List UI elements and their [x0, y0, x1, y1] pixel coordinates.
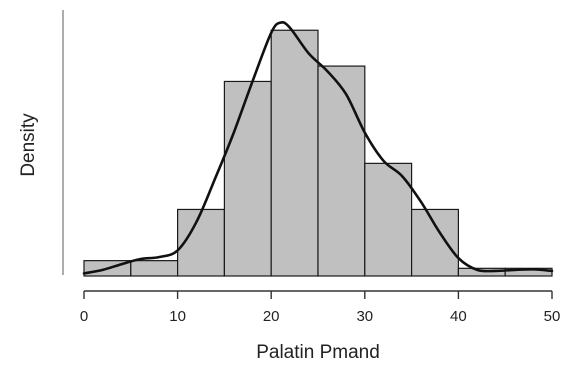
x-axis-title: Palatin Pmand: [256, 342, 380, 363]
x-tick-label: 30: [356, 308, 373, 325]
x-axis: 0 10 20 30 40 50: [80, 290, 561, 325]
histogram-bar-5-10: [130, 260, 179, 277]
x-tick-label: 50: [544, 308, 561, 325]
density-curve-layer: [82, 21, 554, 275]
x-tick-label: 0: [80, 308, 88, 325]
x-tick-label: 20: [263, 308, 280, 325]
x-tick-label: 40: [450, 308, 467, 325]
histogram-bar-35-40: [411, 208, 460, 277]
histogram-bar-25-30: [317, 65, 366, 277]
histogram-bars: [83, 29, 553, 277]
x-tick-label: 10: [169, 308, 186, 325]
histogram-bar-30-35: [364, 162, 413, 277]
histogram-bar-20-25: [270, 29, 319, 277]
y-axis-title: Density: [18, 113, 39, 177]
density-curve: [82, 21, 554, 275]
histogram-bar-15-20: [223, 80, 272, 277]
